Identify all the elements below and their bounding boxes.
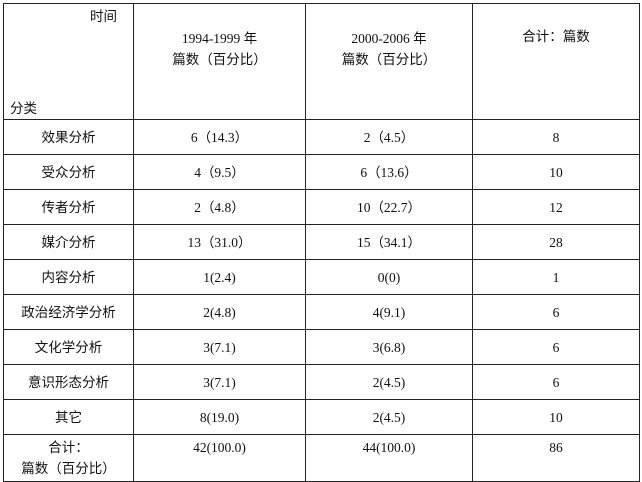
total-cell: 8 <box>472 119 640 155</box>
category-cell: 文化学分析 <box>3 329 134 365</box>
column-header-total: 合计：篇数 <box>472 3 640 120</box>
total-2000-2006-cell: 44(100.0) <box>305 434 473 482</box>
table-row: 传者分析 2（4.8） 10（22.7） 12 <box>3 189 640 225</box>
count-2000-2006-cell: 3(6.8) <box>305 329 473 365</box>
category-cell: 意识形态分析 <box>3 364 134 400</box>
table-row: 政治经济学分析 2(4.8) 4(9.1) 6 <box>3 294 640 330</box>
column-header-2000-2006: 2000-2006 年 篇数（百分比） <box>305 3 473 120</box>
column-header-unit: 篇数（百分比） <box>341 52 437 67</box>
count-1994-1999-cell: 1(2.4) <box>133 259 306 295</box>
table-row: 媒介分析 13（31.0） 15（34.1） 28 <box>3 224 640 260</box>
grand-total-cell: 86 <box>472 434 640 482</box>
total-cell: 1 <box>472 259 640 295</box>
table-row: 内容分析 1(2.4) 0(0) 1 <box>3 259 640 295</box>
total-row: 合计： 篇数（百分比） 42(100.0) 44(100.0) 86 <box>3 434 640 482</box>
table-row: 受众分析 4（9.5） 6（13.6） 10 <box>3 154 640 190</box>
corner-header-cell: 时间 分类 <box>3 3 134 120</box>
table-row: 意识形态分析 3(7.1) 2(4.5) 6 <box>3 364 640 400</box>
category-cell: 效果分析 <box>3 119 134 155</box>
statistics-table: 时间 分类 1994-1999 年 篇数（百分比） 2000-2006 年 篇数… <box>3 3 640 482</box>
count-1994-1999-cell: 8(19.0) <box>133 399 306 435</box>
category-cell: 其它 <box>3 399 134 435</box>
total-cell: 6 <box>472 364 640 400</box>
count-2000-2006-cell: 4(9.1) <box>305 294 473 330</box>
column-header-total-label: 合计：篇数 <box>522 29 590 44</box>
category-cell: 政治经济学分析 <box>3 294 134 330</box>
total-cell: 10 <box>472 399 640 435</box>
count-2000-2006-cell: 2（4.5） <box>305 119 473 155</box>
count-2000-2006-cell: 2(4.5) <box>305 399 473 435</box>
column-header-period: 1994-1999 年 <box>181 31 258 46</box>
count-2000-2006-cell: 0(0) <box>305 259 473 295</box>
total-row-label-cell: 合计： 篇数（百分比） <box>3 434 134 482</box>
column-header-unit: 篇数（百分比） <box>172 52 267 67</box>
category-cell: 受众分析 <box>3 154 134 190</box>
count-1994-1999-cell: 2（4.8） <box>133 189 306 225</box>
column-header-1994-1999: 1994-1999 年 篇数（百分比） <box>133 3 306 120</box>
header-row: 时间 分类 1994-1999 年 篇数（百分比） 2000-2006 年 篇数… <box>3 3 640 120</box>
category-cell: 媒介分析 <box>3 224 134 260</box>
total-cell: 6 <box>472 329 640 365</box>
count-1994-1999-cell: 3(7.1) <box>133 329 306 365</box>
category-cell: 内容分析 <box>3 259 134 295</box>
category-cell: 传者分析 <box>3 189 134 225</box>
count-1994-1999-cell: 13（31.0） <box>133 224 306 260</box>
total-1994-1999-cell: 42(100.0) <box>133 434 306 482</box>
total-row-unit: 篇数（百分比） <box>21 461 116 476</box>
count-1994-1999-cell: 6（14.3） <box>133 119 306 155</box>
table-row: 效果分析 6（14.3） 2（4.5） 8 <box>3 119 640 155</box>
count-1994-1999-cell: 4（9.5） <box>133 154 306 190</box>
corner-label-time: 时间 <box>90 9 117 24</box>
column-header-period: 2000-2006 年 <box>351 31 427 46</box>
corner-label-category: 分类 <box>10 101 37 116</box>
total-row-label: 合计： <box>48 440 89 455</box>
count-2000-2006-cell: 6（13.6） <box>305 154 473 190</box>
count-1994-1999-cell: 2(4.8) <box>133 294 306 330</box>
total-cell: 28 <box>472 224 640 260</box>
count-2000-2006-cell: 10（22.7） <box>305 189 473 225</box>
total-cell: 6 <box>472 294 640 330</box>
count-2000-2006-cell: 2(4.5) <box>305 364 473 400</box>
total-cell: 10 <box>472 154 640 190</box>
total-cell: 12 <box>472 189 640 225</box>
count-1994-1999-cell: 3(7.1) <box>133 364 306 400</box>
count-2000-2006-cell: 15（34.1） <box>305 224 473 260</box>
table-row: 其它 8(19.0) 2(4.5) 10 <box>3 399 640 435</box>
table-row: 文化学分析 3(7.1) 3(6.8) 6 <box>3 329 640 365</box>
